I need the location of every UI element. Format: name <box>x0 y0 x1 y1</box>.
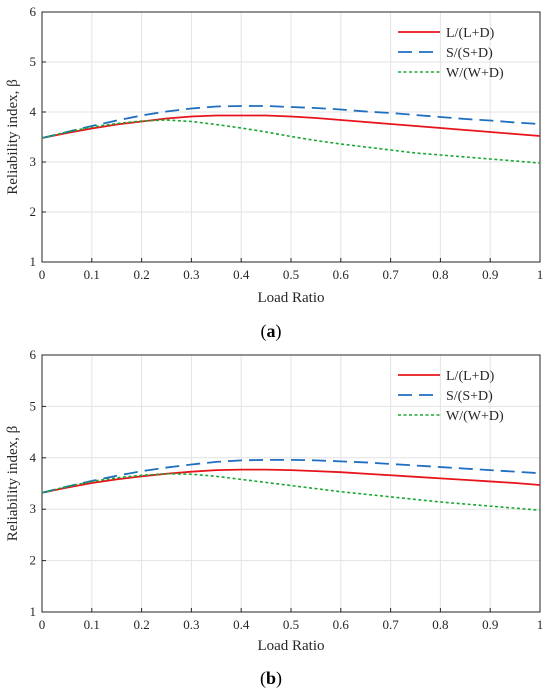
series-line-L/(L+D) <box>41 468 541 494</box>
caption-close: ) <box>276 321 282 342</box>
x-tick-label: 0.6 <box>333 267 350 282</box>
y-tick-label: 6 <box>30 347 37 362</box>
caption-open: ( <box>260 668 266 689</box>
series-line-W/(W+D) <box>41 472 541 512</box>
y-tick-label: 2 <box>30 553 37 568</box>
series-line-S/(S+D) <box>41 105 541 139</box>
x-tick-label: 0.3 <box>183 267 199 282</box>
x-tick-label: 0.7 <box>382 267 399 282</box>
series-line-S/(S+D) <box>41 458 541 494</box>
x-tick-label: 0 <box>39 267 46 282</box>
chart-panel-b: 0 0.1 0.2 0.3 0.4 0.5 0.6 0.7 0.8 0.9 1 1 2 3 4 5 6 Load … <box>5 347 543 689</box>
legend-label: W/(W+D) <box>446 66 504 81</box>
x-tick-label: 0.4 <box>233 267 250 282</box>
y-tick-label: 6 <box>30 4 37 19</box>
x-tick-label: 0.6 <box>333 617 350 632</box>
x-tick-label: 0 <box>39 617 46 632</box>
x-tick-label: 0.2 <box>133 267 149 282</box>
x-tick-label: 0.7 <box>382 617 399 632</box>
caption-open: ( <box>261 321 267 342</box>
y-tick-label: 5 <box>30 398 37 413</box>
x-tick-label: 0.1 <box>84 617 100 632</box>
x-tick-label: 0.4 <box>233 617 250 632</box>
caption-letter: a <box>267 321 276 341</box>
legend-label: S/(S+D) <box>446 389 493 404</box>
y-tick-label: 1 <box>30 254 37 269</box>
x-tick-label: 0.5 <box>283 617 299 632</box>
series-line-W/(W+D) <box>41 119 541 164</box>
series-line-L/(L+D) <box>41 114 541 139</box>
x-tick-label: 0.8 <box>432 617 448 632</box>
legend-label: W/(W+D) <box>446 409 504 424</box>
y-tick-label: 3 <box>30 501 37 516</box>
legend-label: L/(L+D) <box>446 26 495 41</box>
legend-label: L/(L+D) <box>446 369 495 384</box>
y-tick-label: 4 <box>30 104 37 119</box>
x-tick-label: 0.9 <box>482 617 498 632</box>
caption-close: ) <box>276 668 282 689</box>
x-tick-label: 0.9 <box>482 267 498 282</box>
legend: L/(L+D) S/(S+D) W/(W+D) <box>398 26 504 81</box>
x-tick-label: 0.3 <box>183 617 199 632</box>
x-tick-label: 1 <box>537 617 544 632</box>
legend-label: S/(S+D) <box>446 46 493 61</box>
y-axis-label: Reliability index, β <box>5 426 21 542</box>
caption-letter: b <box>266 668 276 688</box>
y-tick-label: 2 <box>30 204 37 219</box>
x-tick-label: 1 <box>537 267 544 282</box>
x-tick-label: 0.8 <box>432 267 448 282</box>
panel-caption: (a) <box>261 321 282 342</box>
x-tick-label: 0.1 <box>84 267 100 282</box>
y-tick-label: 4 <box>30 450 37 465</box>
y-tick-label: 5 <box>30 54 37 69</box>
x-tick-label: 0.2 <box>133 617 149 632</box>
legend: L/(L+D) S/(S+D) W/(W+D) <box>398 369 504 424</box>
y-axis-label: Reliability index, β <box>5 79 21 195</box>
y-tick-label: 3 <box>30 154 37 169</box>
panel-caption: (b) <box>260 668 282 689</box>
x-tick-label: 0.5 <box>283 267 299 282</box>
x-axis-label: Load Ratio <box>257 290 324 306</box>
chart-panel-a: 0 0.1 0.2 0.3 0.4 0.5 0.6 0.7 0.8 0.9 1 1 2 3 4 5 6 Load … <box>5 4 543 342</box>
y-tick-label: 1 <box>30 604 37 619</box>
x-axis-label: Load Ratio <box>257 638 324 654</box>
